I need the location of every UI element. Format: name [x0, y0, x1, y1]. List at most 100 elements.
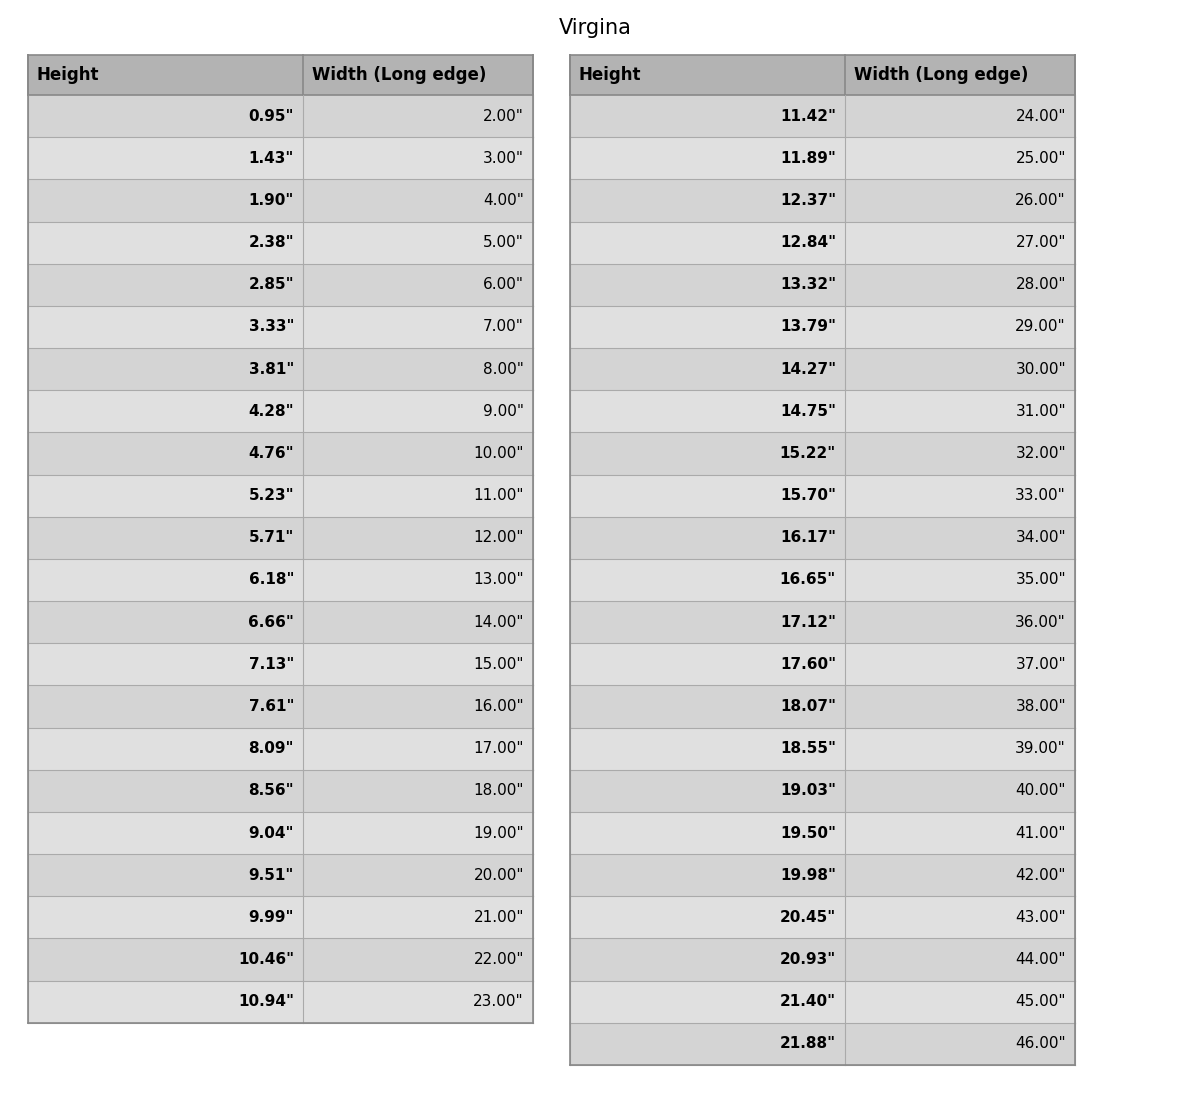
Text: 40.00": 40.00": [1015, 784, 1066, 798]
Text: 12.37": 12.37": [779, 193, 837, 208]
Text: 28.00": 28.00": [1015, 277, 1066, 293]
Text: 29.00": 29.00": [1015, 319, 1066, 334]
Text: 5.00": 5.00": [483, 236, 524, 250]
Bar: [570, 349, 1075, 390]
Bar: [570, 433, 1075, 475]
Text: 25.00": 25.00": [1015, 151, 1066, 165]
Text: 3.00": 3.00": [483, 151, 524, 165]
Bar: [29, 180, 533, 221]
Text: 1.90": 1.90": [249, 193, 294, 208]
Bar: [29, 812, 533, 854]
Text: 13.79": 13.79": [779, 319, 837, 334]
Text: 4.00": 4.00": [483, 193, 524, 208]
Bar: [29, 349, 533, 390]
Text: 42.00": 42.00": [1015, 868, 1066, 882]
Text: 3.33": 3.33": [249, 319, 294, 334]
Text: 3.81": 3.81": [249, 362, 294, 377]
Text: 35.00": 35.00": [1015, 572, 1066, 587]
Text: 5.71": 5.71": [249, 530, 294, 546]
Text: 6.00": 6.00": [483, 277, 524, 293]
Text: 19.98": 19.98": [779, 868, 837, 882]
Text: 10.46": 10.46": [238, 952, 294, 967]
Bar: [570, 854, 1075, 897]
Bar: [29, 306, 533, 349]
Text: 44.00": 44.00": [1015, 952, 1066, 967]
Bar: [29, 390, 533, 433]
Bar: [29, 643, 533, 685]
Text: 13.32": 13.32": [779, 277, 837, 293]
Text: 7.61": 7.61": [249, 699, 294, 713]
Text: 7.13": 7.13": [249, 657, 294, 672]
Bar: [570, 601, 1075, 643]
Text: 6.66": 6.66": [249, 615, 294, 630]
Text: Width (Long edge): Width (Long edge): [854, 66, 1028, 84]
Text: 16.65": 16.65": [779, 572, 837, 587]
Text: 4.76": 4.76": [249, 446, 294, 461]
Bar: [29, 728, 533, 769]
Bar: [570, 559, 1075, 601]
Bar: [29, 854, 533, 897]
Text: 14.00": 14.00": [474, 615, 524, 630]
Text: 1.43": 1.43": [249, 151, 294, 165]
Text: 17.60": 17.60": [779, 657, 837, 672]
Text: 30.00": 30.00": [1015, 362, 1066, 377]
Text: 32.00": 32.00": [1015, 446, 1066, 461]
Text: 15.70": 15.70": [779, 488, 837, 503]
Text: 15.22": 15.22": [779, 446, 837, 461]
Bar: [29, 516, 533, 559]
Text: 2.00": 2.00": [483, 109, 524, 124]
Text: 4.28": 4.28": [249, 403, 294, 419]
Text: 0.95": 0.95": [249, 109, 294, 124]
Bar: [570, 1023, 1075, 1065]
Bar: [570, 728, 1075, 769]
Text: 9.99": 9.99": [249, 910, 294, 925]
Text: Height: Height: [580, 66, 641, 84]
Text: 39.00": 39.00": [1015, 741, 1066, 756]
Bar: [29, 221, 533, 264]
Text: 9.04": 9.04": [249, 825, 294, 841]
Text: 19.00": 19.00": [474, 825, 524, 841]
Text: Height: Height: [37, 66, 100, 84]
Text: 33.00": 33.00": [1015, 488, 1066, 503]
Bar: [570, 306, 1075, 349]
Bar: [29, 433, 533, 475]
Text: 7.00": 7.00": [483, 319, 524, 334]
Text: 24.00": 24.00": [1015, 109, 1066, 124]
Text: 19.50": 19.50": [779, 825, 837, 841]
Text: 26.00": 26.00": [1015, 193, 1066, 208]
Bar: [570, 264, 1075, 306]
Text: 17.00": 17.00": [474, 741, 524, 756]
Text: 11.00": 11.00": [474, 488, 524, 503]
Text: 17.12": 17.12": [779, 615, 837, 630]
Text: 18.00": 18.00": [474, 784, 524, 798]
Text: 13.00": 13.00": [474, 572, 524, 587]
Bar: [570, 897, 1075, 938]
Text: Width (Long edge): Width (Long edge): [312, 66, 487, 84]
Text: 10.94": 10.94": [238, 994, 294, 1009]
Bar: [570, 137, 1075, 180]
Text: 15.00": 15.00": [474, 657, 524, 672]
Bar: [570, 812, 1075, 854]
Text: 20.45": 20.45": [779, 910, 837, 925]
Text: 6.18": 6.18": [249, 572, 294, 587]
Text: 31.00": 31.00": [1015, 403, 1066, 419]
Text: 11.89": 11.89": [781, 151, 837, 165]
Text: 8.00": 8.00": [483, 362, 524, 377]
Bar: [570, 390, 1075, 433]
Text: 34.00": 34.00": [1015, 530, 1066, 546]
Text: 22.00": 22.00": [474, 952, 524, 967]
Text: 36.00": 36.00": [1015, 615, 1066, 630]
Text: 14.75": 14.75": [779, 403, 837, 419]
Text: 43.00": 43.00": [1015, 910, 1066, 925]
Bar: [570, 95, 1075, 137]
Text: 41.00": 41.00": [1015, 825, 1066, 841]
Bar: [570, 938, 1075, 981]
Bar: [29, 475, 533, 516]
Bar: [570, 981, 1075, 1023]
Bar: [570, 221, 1075, 264]
Bar: [29, 938, 533, 981]
Text: 12.84": 12.84": [779, 236, 837, 250]
Bar: [29, 559, 533, 601]
Bar: [29, 95, 533, 137]
Text: 9.51": 9.51": [249, 868, 294, 882]
